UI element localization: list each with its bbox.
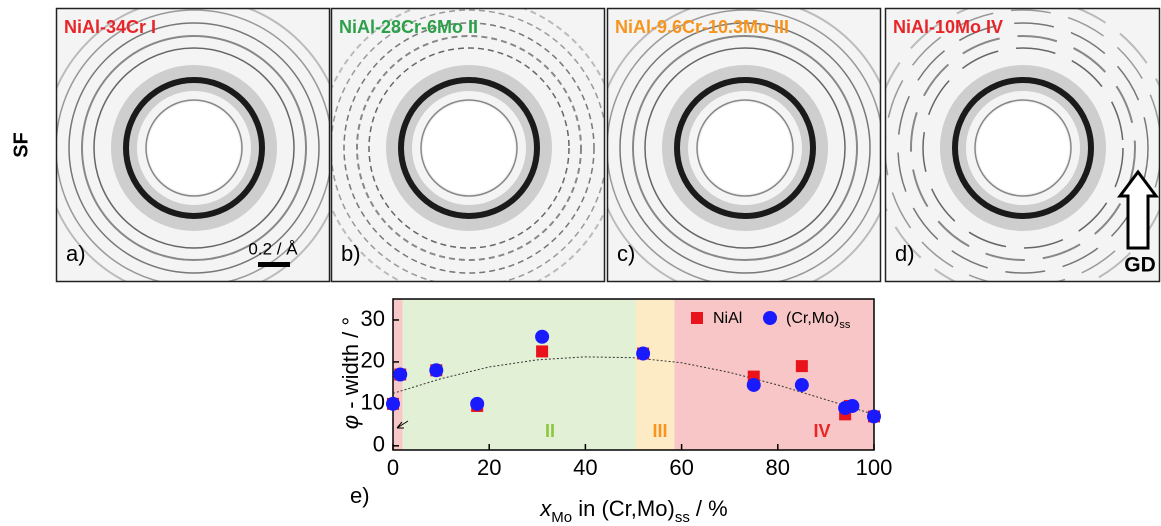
marker bbox=[535, 330, 549, 344]
direction-label: GD bbox=[1124, 254, 1156, 277]
diffraction-image bbox=[873, 0, 1161, 298]
center bbox=[977, 102, 1069, 194]
legend-marker bbox=[691, 312, 703, 324]
figure: SF NiAl-34Cr I a) NiAl-28Cr-6Mo II b) NiAl-9… bbox=[0, 0, 1161, 526]
region-label: III bbox=[652, 421, 667, 441]
y-axis-label: φ - width / ° bbox=[338, 317, 363, 429]
panel-title: NiAl-9.6Cr-10.3Mo III bbox=[615, 17, 789, 37]
x-tick-label: 80 bbox=[766, 455, 790, 480]
label-part: / % bbox=[690, 496, 728, 521]
label-part: - width / ° bbox=[338, 317, 363, 415]
marker bbox=[867, 409, 881, 423]
x-tick-label: 0 bbox=[387, 455, 399, 480]
label-part: Mo bbox=[551, 509, 572, 526]
legend-marker bbox=[763, 311, 777, 325]
panel-label: e) bbox=[350, 483, 370, 508]
label-part: ss bbox=[675, 509, 690, 526]
marker bbox=[429, 363, 443, 377]
label-part: in (Cr,Mo) bbox=[572, 496, 675, 521]
diffraction-image bbox=[319, 0, 619, 298]
legend-name: (Cr,Mo) bbox=[786, 310, 839, 327]
marker bbox=[393, 368, 407, 382]
scale-bar-label: 0.2 / Å bbox=[248, 239, 298, 258]
diffraction-image bbox=[44, 0, 344, 298]
marker bbox=[470, 397, 484, 411]
legend-label: NiAl bbox=[713, 310, 742, 327]
row-label: SF bbox=[10, 132, 32, 158]
panel-title: NiAl-28Cr-6Mo II bbox=[339, 17, 478, 37]
diffraction-image bbox=[595, 0, 895, 298]
y-tick-label: 10 bbox=[361, 390, 385, 415]
marker bbox=[636, 347, 650, 361]
region-label: IV bbox=[813, 421, 830, 441]
panel-title: NiAl-34Cr I bbox=[64, 17, 156, 37]
scale-bar bbox=[258, 262, 290, 267]
panel-label: d) bbox=[895, 241, 915, 266]
legend-sub: ss bbox=[839, 319, 851, 331]
x-tick-label: 40 bbox=[573, 455, 597, 480]
y-tick-label: 20 bbox=[361, 348, 385, 373]
x-axis-label: xMo in (Cr,Mo)ss / % bbox=[539, 496, 727, 526]
marker bbox=[386, 397, 400, 411]
center bbox=[148, 102, 240, 194]
x-tick-label: 60 bbox=[669, 455, 693, 480]
y-tick-label: 30 bbox=[361, 306, 385, 331]
x-tick-label: 100 bbox=[856, 455, 893, 480]
legend-name: NiAl bbox=[713, 310, 742, 327]
center bbox=[699, 102, 791, 194]
panel-label: a) bbox=[66, 241, 86, 266]
marker bbox=[795, 378, 809, 392]
marker bbox=[796, 360, 808, 372]
marker bbox=[747, 378, 761, 392]
panel-label: b) bbox=[341, 241, 361, 266]
x-tick-label: 20 bbox=[477, 455, 501, 480]
y-tick-label: 0 bbox=[373, 432, 385, 457]
label-part: φ bbox=[338, 415, 363, 429]
panel-label: c) bbox=[617, 241, 635, 266]
marker bbox=[845, 399, 859, 413]
marker bbox=[536, 345, 548, 357]
panel-title: NiAl-10Mo IV bbox=[893, 17, 1003, 37]
region-label: II bbox=[545, 421, 555, 441]
center bbox=[423, 102, 515, 194]
